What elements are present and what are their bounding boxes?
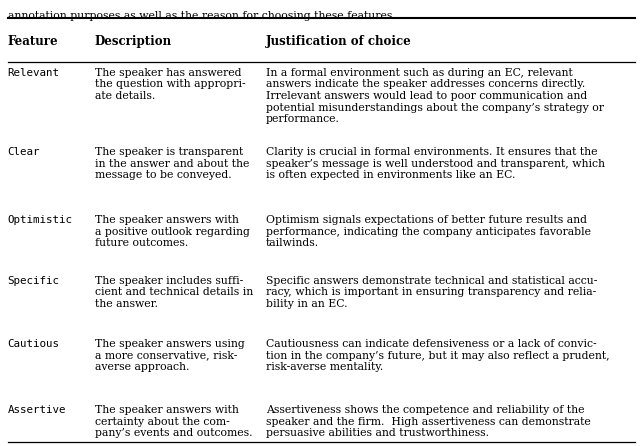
- Text: Cautiousness can indicate defensiveness or a lack of convic-
tion in the company: Cautiousness can indicate defensiveness …: [266, 339, 609, 372]
- Text: The speaker answers with
a positive outlook regarding
future outcomes.: The speaker answers with a positive outl…: [95, 215, 250, 248]
- Text: The speaker is transparent
in the answer and about the
message to be conveyed.: The speaker is transparent in the answer…: [95, 147, 249, 180]
- Text: Feature: Feature: [8, 34, 58, 48]
- Text: Justification of choice: Justification of choice: [266, 34, 412, 48]
- Text: Description: Description: [95, 34, 172, 48]
- Text: The speaker answers using
a more conservative, risk-
averse approach.: The speaker answers using a more conserv…: [95, 339, 244, 372]
- Text: The speaker includes suffi-
cient and technical details in
the answer.: The speaker includes suffi- cient and te…: [95, 276, 253, 309]
- Text: annotation purposes as well as the reason for choosing these features.: annotation purposes as well as the reaso…: [8, 11, 396, 21]
- Text: Assertive: Assertive: [8, 405, 66, 415]
- Text: Specific: Specific: [8, 276, 60, 285]
- Text: Clarity is crucial in formal environments. It ensures that the
speaker’s message: Clarity is crucial in formal environment…: [266, 147, 605, 180]
- Text: The speaker has answered
the question with appropri-
ate details.: The speaker has answered the question wi…: [95, 68, 245, 101]
- Text: Specific answers demonstrate technical and statistical accu-
racy, which is impo: Specific answers demonstrate technical a…: [266, 276, 597, 309]
- Text: Optimism signals expectations of better future results and
performance, indicati: Optimism signals expectations of better …: [266, 215, 591, 248]
- Text: Clear: Clear: [8, 147, 40, 157]
- Text: Assertiveness shows the competence and reliability of the
speaker and the firm. : Assertiveness shows the competence and r…: [266, 405, 590, 438]
- Text: Optimistic: Optimistic: [8, 215, 73, 225]
- Text: In a formal environment such as during an EC, relevant
answers indicate the spea: In a formal environment such as during a…: [266, 68, 604, 124]
- Text: The speaker answers with
certainty about the com-
pany’s events and outcomes.: The speaker answers with certainty about…: [95, 405, 252, 438]
- Text: Relevant: Relevant: [8, 68, 60, 78]
- Text: Cautious: Cautious: [8, 339, 60, 349]
